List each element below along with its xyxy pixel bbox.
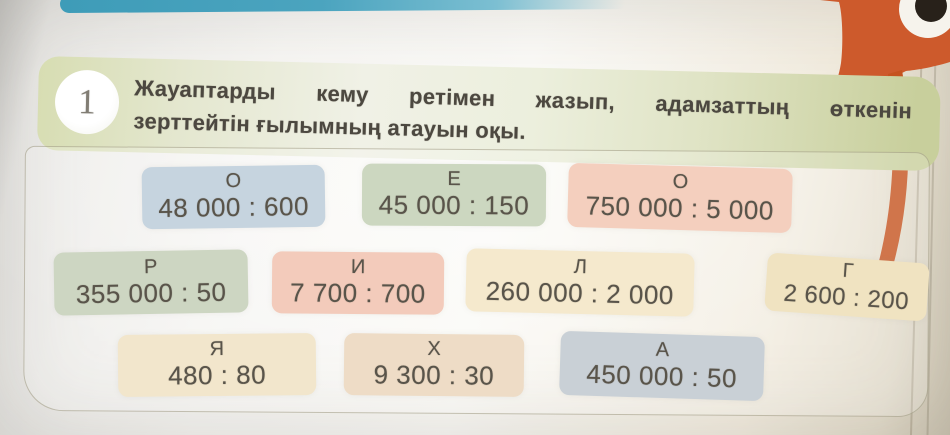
card-letter: Л <box>573 255 588 278</box>
answer-card: Г 2 600 : 200 <box>764 252 930 322</box>
card-expression: 355 000 : 50 <box>75 276 227 309</box>
answer-card: Я 480 : 80 <box>117 332 317 398</box>
card-expression: 450 000 : 50 <box>585 358 738 394</box>
answer-card: И 7 700 : 700 <box>271 251 445 315</box>
answer-card: Е 45 000 : 150 <box>361 163 547 227</box>
card-expression: 45 000 : 150 <box>378 189 530 221</box>
card-letter: Г <box>841 259 855 283</box>
previous-section-edge <box>59 0 643 14</box>
card-expression: 750 000 : 5 000 <box>585 190 775 226</box>
answer-card: О 48 000 : 600 <box>141 164 326 230</box>
card-letter: Р <box>143 255 158 278</box>
task-number-badge: 1 <box>54 69 120 135</box>
card-letter: А <box>655 338 670 362</box>
card-expression: 7 700 : 700 <box>289 277 426 309</box>
answer-card: А 450 000 : 50 <box>559 330 765 402</box>
card-expression: 48 000 : 600 <box>158 190 310 224</box>
card-expression: 2 600 : 200 <box>782 279 910 316</box>
card-expression: 9 300 : 30 <box>373 359 495 391</box>
answer-card: Х 9 300 : 30 <box>343 333 525 397</box>
card-letter: О <box>672 170 689 194</box>
card-expression: 260 000 : 2 000 <box>485 275 675 310</box>
card-letter: Х <box>427 337 441 361</box>
card-expression: 480 : 80 <box>167 359 267 391</box>
answer-card: О 750 000 : 5 000 <box>567 162 793 234</box>
card-letter: О <box>225 169 242 193</box>
card-letter: И <box>350 255 366 279</box>
task-number: 1 <box>77 81 97 122</box>
card-letter: Я <box>209 337 225 361</box>
task-instruction: Жауаптарды кему ретімен жазып, адамзатты… <box>133 71 912 155</box>
card-letter: Е <box>447 167 461 191</box>
answer-card: Л 260 000 : 2 000 <box>465 248 695 317</box>
answer-card: Р 355 000 : 50 <box>53 249 249 316</box>
